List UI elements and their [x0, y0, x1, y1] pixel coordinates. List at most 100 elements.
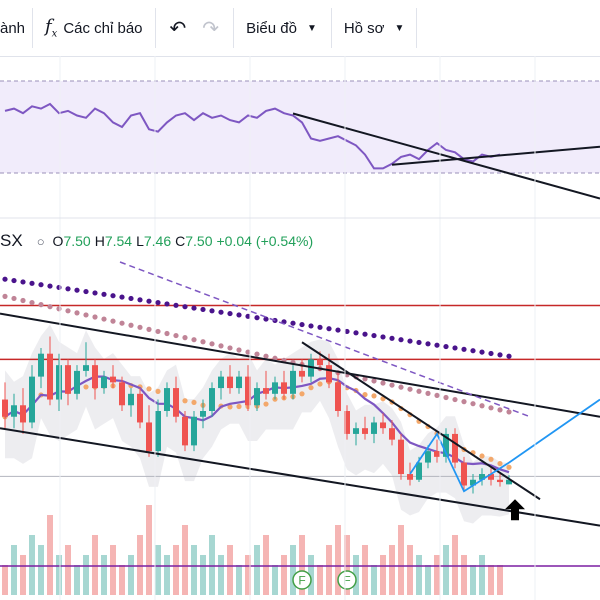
ma-dotted-pink-point: [200, 339, 206, 345]
ma-dotted-orange-point: [488, 456, 494, 462]
projection-path: [409, 398, 600, 493]
ma-dotted-dark-point: [110, 293, 116, 299]
volume-bar: [20, 555, 26, 595]
ma-dotted-orange-point: [362, 392, 368, 398]
financials-marker-circle: [292, 570, 312, 590]
ma-dotted-pink-point: [398, 384, 404, 390]
ma-dotted-orange-point: [191, 399, 197, 406]
financials-marker-circle: [337, 570, 357, 590]
symbol-label: SX: [0, 231, 23, 250]
ma-dotted-dark-point: [74, 287, 80, 293]
volume-bar: [164, 555, 170, 595]
candle-body: [2, 399, 8, 417]
candle-body: [182, 416, 188, 446]
ma-dotted-pink-point: [488, 405, 494, 411]
ma-dotted-dark-point: [335, 327, 341, 333]
volume-bar: [119, 565, 125, 595]
ma-dotted-orange-point: [83, 384, 89, 390]
toolbar-divider: [32, 8, 33, 48]
candle-body: [236, 376, 242, 389]
volume-bar: [407, 545, 413, 595]
ma-dotted-dark-point: [470, 348, 476, 354]
volume-bar: [425, 565, 431, 595]
toolbar-divider: [330, 8, 332, 48]
candle-body: [380, 422, 386, 429]
ma-dotted-pink-point: [83, 312, 89, 318]
ma-dotted-dark-point: [425, 341, 431, 347]
ma-dotted-pink-point: [38, 302, 44, 308]
candle-body: [245, 376, 251, 406]
candle-body: [38, 353, 44, 377]
ma-dotted-dark-point: [407, 338, 413, 344]
profile-menu-button[interactable]: Hồ sơ ▼: [332, 0, 417, 56]
candle-body: [398, 439, 404, 475]
candle-body: [119, 382, 125, 406]
ma-dotted-pink-point: [245, 349, 251, 355]
volume-bar: [317, 565, 323, 595]
indicators-button[interactable]: fx Các chỉ báo: [33, 0, 155, 56]
candle-body: [389, 428, 395, 440]
change-percent: (+0.54%): [255, 233, 314, 249]
ma-dotted-dark-point: [380, 334, 386, 340]
ma-dotted-pink-point: [11, 295, 17, 302]
partial-toolbar-item[interactable]: ành: [0, 0, 30, 56]
volume-bar: [38, 545, 44, 595]
ma-dotted-orange-point: [182, 398, 188, 404]
status-dot-icon: ○: [36, 233, 45, 249]
ma-dotted-dark-point: [245, 313, 251, 319]
candle-body: [191, 416, 197, 446]
volume-bar: [479, 555, 485, 595]
ma-dotted-dark-point: [308, 323, 314, 329]
ma-dotted-dark-point: [299, 321, 305, 328]
ma-dotted-pink-point: [2, 293, 8, 299]
ma-dotted-pink-point: [101, 316, 107, 322]
volume-bar: [254, 545, 260, 595]
ma-dotted-pink-point: [155, 328, 161, 335]
up-arrow-marker-icon: [505, 499, 525, 521]
volume-bar: [227, 545, 233, 595]
ma-dotted-pink-point: [65, 308, 71, 314]
volume-bar: [335, 525, 341, 595]
rsi-trendline-up: [391, 145, 600, 166]
ma-dotted-pink-point: [119, 320, 125, 326]
candle-body: [281, 382, 287, 394]
volume-bar: [389, 545, 395, 595]
candle-body: [443, 433, 449, 457]
redo-button[interactable]: ↷: [196, 0, 233, 56]
ma-dotted-orange-point: [236, 403, 242, 410]
undo-button[interactable]: ↶: [156, 0, 197, 56]
chart-menu-button[interactable]: Biểu đồ ▼: [234, 0, 331, 56]
change-value: +0.04: [216, 233, 252, 249]
ma-dotted-pink-point: [74, 310, 80, 316]
volume-bar: [290, 545, 296, 595]
volume-bar: [326, 545, 332, 595]
candle-body: [110, 376, 116, 383]
financials-marker-label: F: [298, 574, 305, 588]
ma-dotted-pink-point: [47, 304, 53, 310]
ma-dotted-dark-point: [263, 316, 269, 322]
candle-body: [209, 388, 215, 411]
volume-bar: [353, 555, 359, 595]
undo-icon: ↶: [169, 17, 187, 40]
ma-dotted-pink-point: [407, 386, 413, 392]
channel-upper-trendline: [0, 312, 600, 418]
ma-dotted-pink-point: [137, 324, 143, 330]
candle-body: [317, 359, 323, 366]
volume-bar: [344, 535, 350, 595]
low-label: L: [136, 233, 144, 249]
volume-bar: [416, 555, 422, 595]
ma-dotted-dark-point: [191, 305, 197, 311]
candle-body: [407, 474, 413, 480]
ma-dotted-pink-point: [470, 401, 476, 407]
volume-bar: [470, 565, 476, 595]
candle-body: [470, 479, 476, 486]
volume-bar: [218, 555, 224, 595]
down-trendline: [301, 341, 541, 501]
ma-dotted-dark-point: [56, 284, 62, 291]
toolbar-divider: [416, 8, 418, 48]
volume-bar: [47, 515, 53, 595]
ma-dotted-dark-point: [254, 315, 260, 321]
volume-bar: [362, 545, 368, 595]
ma-dotted-dark-point: [488, 350, 494, 357]
